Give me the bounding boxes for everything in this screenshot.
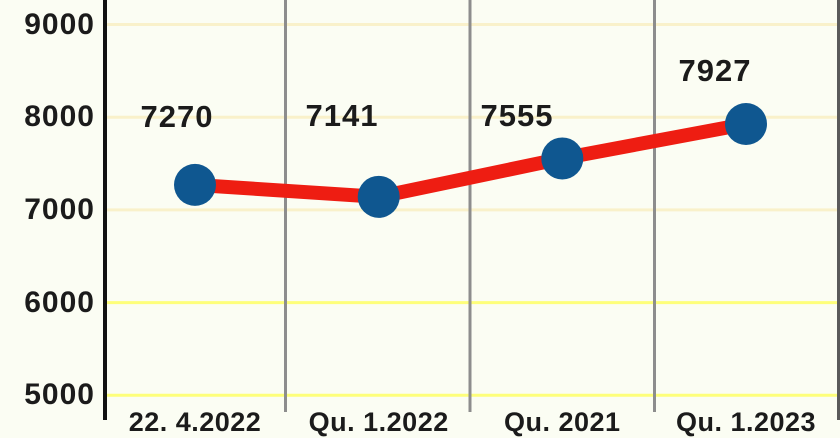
y-tick-label: 9000: [24, 7, 95, 41]
data-point-marker: [541, 137, 584, 180]
data-point-marker: [174, 163, 216, 206]
quarterly-values-line-chart: 9000 8000 7000 6000 5000 7270 7141 7555 7927 22. …: [24, 0, 840, 437]
y-tick-label: 7000: [24, 192, 95, 226]
data-series-line: [188, 116, 753, 204]
data-point-marker: [357, 175, 400, 218]
data-point-label: 7270: [140, 99, 214, 134]
data-point-marker: [725, 102, 767, 145]
x-tick-label: Qu. 1.2022: [308, 407, 449, 437]
x-tick-label: Qu. 2021: [504, 407, 621, 437]
data-point-label: 7141: [305, 98, 379, 133]
y-tick-label: 8000: [24, 100, 95, 134]
y-tick-label: 6000: [24, 285, 95, 319]
x-tick-label: Qu. 1.2023: [675, 407, 817, 437]
data-point-label: 7927: [678, 53, 752, 88]
chart-canvas: [103, 0, 840, 420]
data-point-label: 7555: [480, 98, 554, 133]
y-tick-label: 5000: [24, 378, 95, 412]
x-tick-label: 22. 4.2022: [128, 407, 262, 437]
